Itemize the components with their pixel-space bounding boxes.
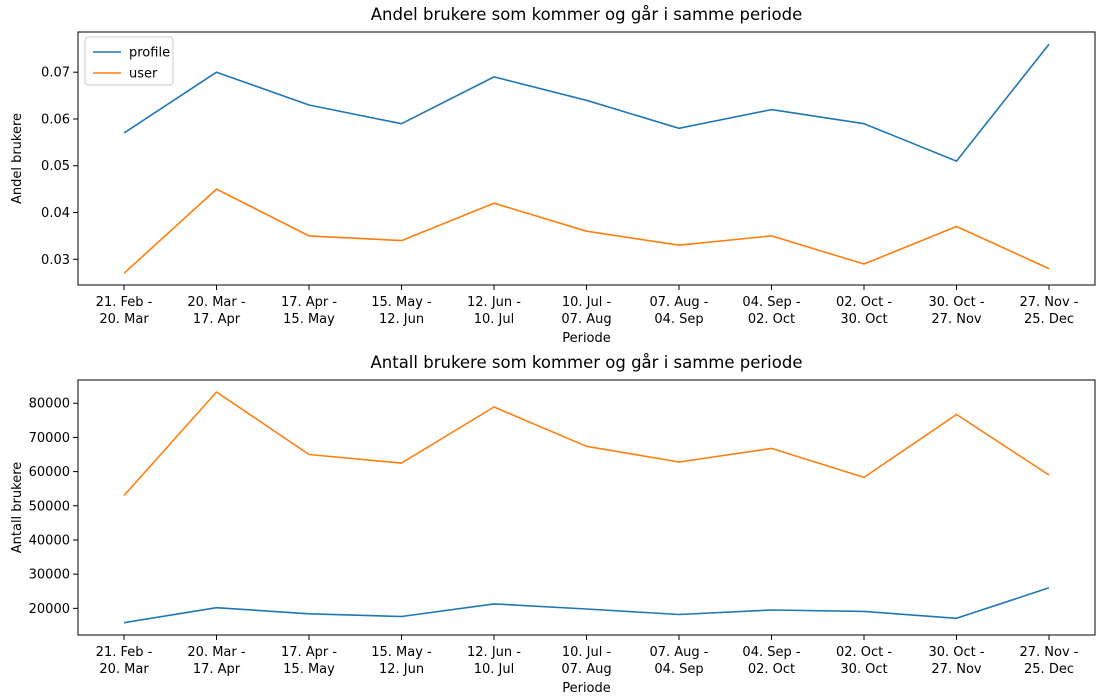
x-tick-label-line: 25. Dec [1024, 662, 1074, 677]
y-tick-label: 0.05 [41, 159, 70, 174]
chart-1: Andel brukere som kommer og går i samme … [10, 5, 1096, 346]
x-tick-label-line: 07. Aug - [649, 295, 708, 310]
chart-2: Antall brukere som kommer og går i samme… [10, 353, 1096, 696]
x-tick-label: 07. Aug - 04. Sep [649, 295, 708, 327]
y-tick-label: 70000 [29, 431, 70, 446]
x-tick-label-line: 04. Sep - [742, 645, 800, 660]
x-tick-label: 30. Oct - 27. Nov [928, 645, 984, 677]
x-tick-label-line: 15. May [283, 312, 335, 327]
x-tick-label: 12. Jun - 10. Jul [467, 295, 521, 327]
x-tick-label-line: 21. Feb - [96, 295, 153, 310]
y-tick-label: 0.06 [41, 112, 70, 127]
y-tick-label: 50000 [29, 499, 70, 514]
x-axis-label: Periode [562, 681, 611, 696]
legend: profile user [84, 36, 174, 86]
x-tick-label-line: 02. Oct - [836, 295, 892, 310]
x-tick-label-line: 30. Oct [840, 312, 887, 327]
x-tick-label-line: 10. Jul - [562, 295, 612, 310]
x-tick-label-line: 17. Apr - [281, 645, 337, 660]
x-tick-label-line: 07. Aug [561, 312, 611, 327]
x-tick-label-line: 04. Sep [654, 662, 703, 677]
x-tick-label: 15. May - 12. Jun [371, 645, 432, 677]
x-tick-label-line: 02. Oct [748, 312, 795, 327]
x-tick-label: 21. Feb - 20. Mar [96, 295, 153, 327]
x-tick-label-line: 17. Apr [193, 312, 241, 327]
x-tick-label-line: 12. Jun - [467, 295, 521, 310]
x-tick-label: 04. Sep - 02. Oct [742, 645, 800, 677]
x-tick-label-line: 27. Nov [931, 662, 981, 677]
y-tick-label: 30000 [29, 568, 70, 583]
y-tick-label: 0.07 [41, 66, 70, 81]
x-tick-label-line: 15. May - [371, 295, 432, 310]
x-tick-label-line: 10. Jul [474, 662, 515, 677]
x-tick-label-line: 10. Jul [474, 312, 515, 327]
x-tick-label-line: 25. Dec [1024, 312, 1074, 327]
x-tick-label-line: 30. Oct - [928, 295, 984, 310]
x-tick-label-line: 07. Aug - [649, 645, 708, 660]
legend-label-profile: profile [129, 46, 170, 61]
x-tick-label: 02. Oct - 30. Oct [836, 295, 892, 327]
y-tick-label: 0.03 [41, 253, 70, 268]
x-tick-label: 17. Apr - 15. May [281, 645, 337, 677]
x-tick-label-line: 04. Sep [654, 312, 703, 327]
chart-title: Andel brukere som kommer og går i samme … [371, 5, 802, 24]
x-tick-label-line: 20. Mar [99, 312, 149, 327]
x-tick-label-line: 30. Oct [840, 662, 887, 677]
x-tick-label-line: 02. Oct - [836, 645, 892, 660]
x-tick-label-line: 17. Apr [193, 662, 241, 677]
x-tick-label-line: 27. Nov - [1019, 645, 1078, 660]
x-tick-label-line: 15. May [283, 662, 335, 677]
series-line-user [123, 188, 1050, 274]
y-tick-label: 20000 [29, 602, 70, 617]
x-tick-label-line: 21. Feb - [96, 645, 153, 660]
x-tick-label: 17. Apr - 15. May [281, 295, 337, 327]
x-tick-label: 30. Oct - 27. Nov [928, 295, 984, 327]
series-line-user [123, 391, 1050, 497]
legend-label-user: user [129, 67, 158, 82]
x-tick-label-line: 02. Oct [748, 662, 795, 677]
x-tick-label: 10. Jul - 07. Aug [561, 645, 611, 677]
x-tick-label: 15. May - 12. Jun [371, 295, 432, 327]
x-tick-label: 02. Oct - 30. Oct [836, 645, 892, 677]
y-tick-label: 80000 [29, 397, 70, 412]
chart-title: Antall brukere som kommer og går i samme… [370, 353, 802, 372]
x-tick-label-line: 15. May - [371, 645, 432, 660]
x-tick-label-line: 04. Sep - [742, 295, 800, 310]
y-tick-label: 0.04 [41, 206, 70, 221]
y-axis-label: Antall brukere [10, 462, 25, 554]
x-tick-label-line: 20. Mar - [187, 645, 245, 660]
x-tick-label-line: 12. Jun [379, 662, 424, 677]
plot-frame [77, 31, 1096, 286]
y-axis-label: Andel brukere [10, 113, 25, 204]
x-tick-label: 20. Mar - 17. Apr [187, 645, 245, 677]
x-tick-label-line: 27. Nov - [1019, 295, 1078, 310]
x-axis-label: Periode [562, 331, 611, 346]
x-tick-label: 21. Feb - 20. Mar [96, 645, 153, 677]
x-tick-label-line: 20. Mar - [187, 295, 245, 310]
plot-frame [77, 379, 1096, 636]
x-tick-label: 20. Mar - 17. Apr [187, 295, 245, 327]
x-tick-label-line: 12. Jun - [467, 645, 521, 660]
y-tick-label: 60000 [29, 465, 70, 480]
series-line-profile [123, 587, 1050, 624]
series-line-profile [123, 43, 1050, 162]
x-tick-label-line: 27. Nov [931, 312, 981, 327]
x-tick-label: 27. Nov - 25. Dec [1019, 295, 1078, 327]
x-tick-label-line: 20. Mar [99, 662, 149, 677]
x-tick-label-line: 07. Aug [561, 662, 611, 677]
x-tick-label-line: 12. Jun [379, 312, 424, 327]
x-tick-label: 07. Aug - 04. Sep [649, 645, 708, 677]
x-tick-label: 10. Jul - 07. Aug [561, 295, 611, 327]
x-tick-label: 04. Sep - 02. Oct [742, 295, 800, 327]
x-tick-label-line: 30. Oct - [928, 645, 984, 660]
x-tick-label-line: 10. Jul - [562, 645, 612, 660]
x-tick-label: 12. Jun - 10. Jul [467, 645, 521, 677]
x-tick-label: 27. Nov - 25. Dec [1019, 645, 1078, 677]
y-tick-label: 40000 [29, 533, 70, 548]
x-tick-label-line: 17. Apr - [281, 295, 337, 310]
